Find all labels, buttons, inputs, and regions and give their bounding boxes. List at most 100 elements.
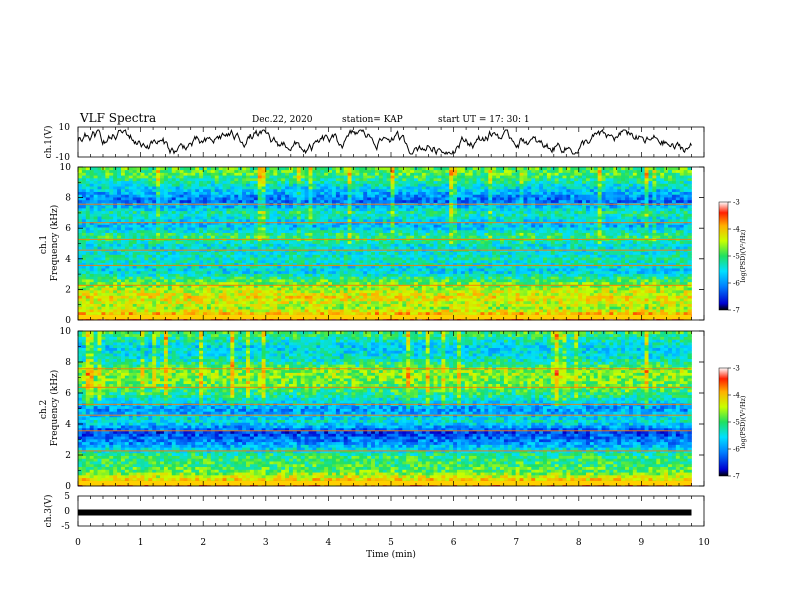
ch1-spectrogram-cell [374,279,380,283]
ch1-spectrogram-cell [187,180,192,184]
ch1-spectrogram-cell [402,295,407,299]
ch1-spectrogram-cell [246,289,251,294]
ch1-spectrogram-cell [359,295,364,299]
ch1-spectrogram-cell [242,207,247,212]
ch1-spectrogram-cell [152,262,157,266]
ch1-spectrogram-cell [203,197,208,201]
ch1-spectrogram-cell [257,216,263,220]
ch1-spectrogram-cell [320,273,325,277]
ch1-spectrogram-cell [335,197,341,201]
ch1-spectrogram-cell [359,300,364,305]
ch1-spectrogram-cell [339,235,345,239]
ch1-spectrogram-cell [300,235,306,239]
ch1-spectrogram-cell [378,306,384,310]
ch1-spectrogram-cell [167,284,173,288]
ch1-spectrogram-cell [312,172,317,176]
ch1-spectrogram-cell [289,268,294,272]
ch1-spectrogram-cell [195,240,200,244]
ch1-spectrogram-cell [265,254,270,258]
ch1-spectrogram-cell [355,295,360,299]
ch1-spectrogram-cell [89,177,95,182]
ch1-spectrogram-cell [378,287,384,291]
ch1-spectrogram-cell [269,224,274,228]
ch1-spectrogram-cell [97,232,102,236]
ch1-spectrogram-cell [163,224,169,228]
ch1-spectrogram-cell [386,191,391,195]
ch1-spectrogram-cell [175,270,180,274]
ch1-spectrogram-cell [191,197,196,201]
ch1-spectrogram-cell [187,186,192,190]
ch1-spectrogram-cell [261,167,266,171]
ch1-spectrogram-cell [335,311,341,315]
ch1-spectrogram-cell [371,281,376,285]
ch1-spectrogram-cell [374,235,380,239]
ch1-spectrogram-cell [152,205,157,209]
ch1-spectrogram-cell [167,298,173,302]
ch1-spectrogram-cell [277,298,282,302]
ch1-spectrogram-cell [371,265,376,269]
ch1-spectrogram-cell [410,265,415,269]
ch1-spectrogram-cell [292,279,298,283]
ch1-spectrogram-cell [300,289,306,294]
ch1-spectrogram-cell [273,268,278,272]
ch1-spectrogram-cell [234,207,239,212]
ch1-spectrogram-cell [257,281,263,285]
ch1-spectrogram-cell [199,289,204,294]
ch1-spectrogram-cell [339,216,345,220]
ch1-spectrogram-cell [261,232,266,236]
ch1-spectrogram-cell [347,287,352,291]
ch1-spectrogram-cell [160,169,165,173]
ch1-spectrogram-cell [226,257,231,261]
ch1-spectrogram-cell [101,188,106,192]
ch1-spectrogram-cell [351,207,356,212]
ch1-spectrogram-cell [363,205,368,209]
ch1-spectrogram-cell [218,268,223,272]
ch1-spectrogram-cell [230,265,235,269]
ch1-spectrogram-cell [113,289,118,294]
ch1-spectrogram-cell [281,199,286,203]
ch1-spectrogram-cell [328,183,333,187]
ch1-spectrogram-cell [222,210,227,214]
ch1-spectrogram-cell [120,309,126,313]
ch1-spectrogram-cell [175,218,180,223]
ch1-spectrogram-cell [277,311,282,315]
ch1-spectrogram-cell [191,287,196,291]
ch1-spectrogram-cell [285,221,290,225]
ch1-spectrogram-cell [363,292,368,296]
ch1-spectrogram-cell [89,188,95,192]
ch1-spectrogram-cell [191,273,196,277]
ch1-spectrogram-cell [152,235,157,239]
ch1-spectrogram-cell [195,289,200,294]
ch1-spectrogram-cell [261,213,266,217]
ch1-spectrogram-cell [187,218,192,223]
ch1-spectrogram-cell [85,292,91,296]
ch1-spectrogram-cell [171,210,177,214]
ch1-spectrogram-cell [214,175,220,179]
ch1-spectrogram-cell [414,292,419,296]
ch1-spectrogram-cell [398,279,403,283]
ch1-spectrogram-cell [390,183,395,187]
ch1-spectrogram-cell [160,246,165,250]
ch1-spectrogram-cell [320,210,325,214]
ch1-spectrogram-cell [371,279,376,283]
ch1-spectrogram-cell [171,243,177,247]
ch1-spectrogram-cell [410,284,415,288]
ch1-spectrogram-cell [175,229,180,233]
ch1-spectrogram-cell [113,273,118,277]
ch1-spectrogram-cell [210,205,216,209]
ch1-spectrogram-cell [343,194,349,198]
ch1-spectrogram-cell [136,292,141,296]
ch1-spectrogram-cell [226,298,231,302]
ch1-spectrogram-cell [390,284,395,288]
ch1-spectrogram-cell [175,251,180,255]
ch1-spectrogram-cell [378,172,384,176]
ch1-spectrogram-cell [242,191,247,195]
ch1-spectrogram-cell [281,186,286,190]
ch1-spectrogram-cell [261,221,266,225]
ch1-spectrogram-cell [238,172,243,176]
ch1-spectrogram-cell [386,207,391,212]
ch1-spectrogram-cell [195,265,200,269]
ch1-spectrogram-cell [414,183,419,187]
ch1-spectrogram-cell [308,188,313,192]
ch1-spectrogram-cell [238,262,243,266]
